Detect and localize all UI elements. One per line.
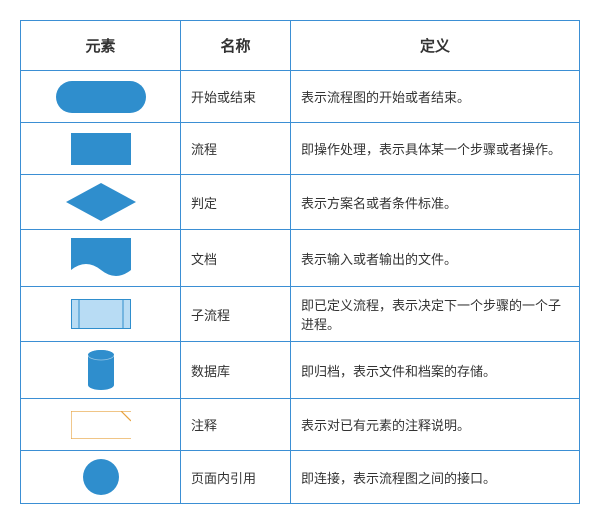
shape-definition: 即操作处理，表示具体某一个步骤或者操作。 <box>291 123 580 175</box>
flowchart-shapes-table: 元素 名称 定义 开始或结束表示流程图的开始或者结束。流程即操作处理，表示具体某… <box>20 20 580 504</box>
shape-name: 流程 <box>181 123 291 175</box>
database-shape-icon <box>21 342 181 399</box>
shape-name: 判定 <box>181 175 291 230</box>
shape-definition: 表示输入或者输出的文件。 <box>291 230 580 287</box>
shape-name: 文档 <box>181 230 291 287</box>
shape-name: 页面内引用 <box>181 451 291 504</box>
table-row: 数据库即归档，表示文件和档案的存储。 <box>21 342 580 399</box>
shape-name: 子流程 <box>181 287 291 342</box>
shape-name: 开始或结束 <box>181 71 291 123</box>
decision-shape-icon <box>21 175 181 230</box>
shape-definition: 表示方案名或者条件标准。 <box>291 175 580 230</box>
shape-definition: 表示流程图的开始或者结束。 <box>291 71 580 123</box>
table-row: 开始或结束表示流程图的开始或者结束。 <box>21 71 580 123</box>
document-shape-icon <box>21 230 181 287</box>
annotation-shape-icon <box>21 399 181 451</box>
table-row: 文档表示输入或者输出的文件。 <box>21 230 580 287</box>
process-shape-icon <box>21 123 181 175</box>
terminator-shape-icon <box>21 71 181 123</box>
subprocess-shape-icon <box>21 287 181 342</box>
header-definition: 定义 <box>291 21 580 71</box>
table-row: 页面内引用即连接，表示流程图之间的接口。 <box>21 451 580 504</box>
table-row: 判定表示方案名或者条件标准。 <box>21 175 580 230</box>
table-row: 子流程即已定义流程，表示决定下一个步骤的一个子进程。 <box>21 287 580 342</box>
table-row: 注释表示对已有元素的注释说明。 <box>21 399 580 451</box>
shape-name: 注释 <box>181 399 291 451</box>
shape-definition: 即连接，表示流程图之间的接口。 <box>291 451 580 504</box>
shape-definition: 即归档，表示文件和档案的存储。 <box>291 342 580 399</box>
header-name: 名称 <box>181 21 291 71</box>
table-header-row: 元素 名称 定义 <box>21 21 580 71</box>
shape-name: 数据库 <box>181 342 291 399</box>
shape-definition: 表示对已有元素的注释说明。 <box>291 399 580 451</box>
header-element: 元素 <box>21 21 181 71</box>
connector-shape-icon <box>21 451 181 504</box>
table-row: 流程即操作处理，表示具体某一个步骤或者操作。 <box>21 123 580 175</box>
shape-definition: 即已定义流程，表示决定下一个步骤的一个子进程。 <box>291 287 580 342</box>
